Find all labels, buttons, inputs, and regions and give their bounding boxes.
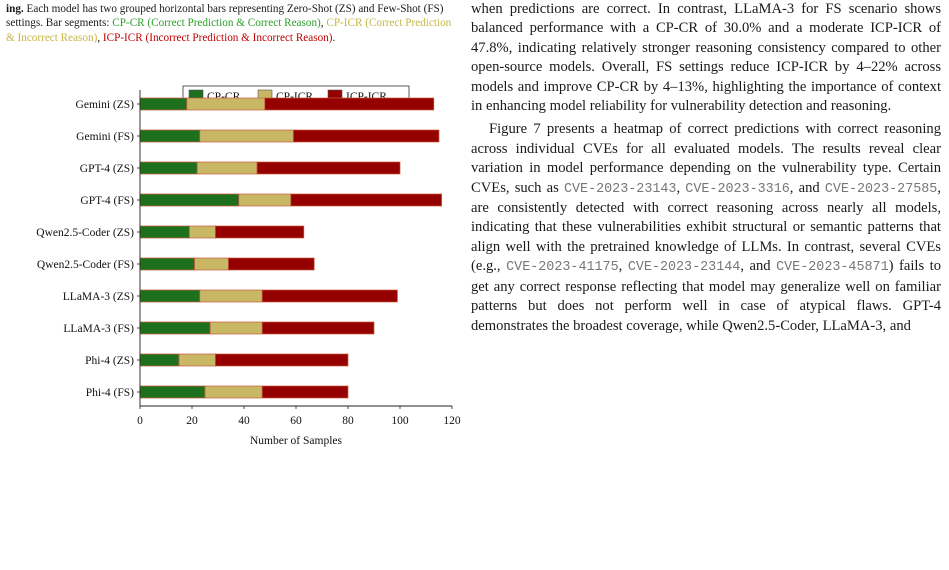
- category-label: Qwen2.5-Coder (ZS): [36, 227, 134, 239]
- figure-caption: ing. Each model has two grouped horizont…: [6, 2, 461, 45]
- bar-segment: [196, 161, 258, 175]
- caption-sep: ,: [97, 31, 103, 44]
- bar-segment: [199, 129, 294, 143]
- bar-segment: [139, 353, 180, 367]
- text-run: Figure 7 presents a heatmap of correct p…: [471, 121, 941, 196]
- text-run: , are consistently detected with correct…: [471, 179, 941, 275]
- category-label: Phi-4 (FS): [86, 387, 134, 399]
- bars-group: [139, 97, 442, 399]
- category-label: LLaMA-3 (FS): [63, 323, 134, 335]
- bar-segment: [139, 385, 206, 399]
- bar-segment: [139, 321, 211, 335]
- text-run: ,: [676, 179, 686, 196]
- caption-icpicr: ICP-ICR (Incorrect Prediction & Incorrec…: [102, 31, 333, 44]
- category-label: Gemini (FS): [76, 131, 134, 143]
- cve-id: CVE-2023-23144: [627, 260, 741, 276]
- bar-segment: [228, 257, 315, 271]
- paragraph-2: Figure 7 presents a heatmap of correct p…: [471, 120, 941, 335]
- category-label: GPT-4 (FS): [80, 195, 134, 207]
- x-tick-label: 20: [186, 415, 198, 427]
- bar-segment: [139, 97, 188, 111]
- bar-segment: [189, 225, 216, 239]
- category-label: LLaMA-3 (ZS): [63, 291, 134, 303]
- bar-segment: [261, 321, 375, 335]
- category-label: Qwen2.5-Coder (FS): [37, 259, 134, 271]
- bar-segment: [209, 321, 263, 335]
- bar-segment: [293, 129, 440, 143]
- bar-segment: [204, 385, 263, 399]
- bar-segment: [256, 161, 401, 175]
- bar-segment: [139, 289, 201, 303]
- bar-segment: [139, 129, 201, 143]
- x-tick-label: 60: [290, 415, 302, 427]
- bar-segment: [261, 385, 349, 399]
- bar-segment: [199, 289, 263, 303]
- bar-segment: [139, 225, 190, 239]
- cve-id: CVE-2023-45871: [776, 260, 889, 276]
- bar-segment: [139, 257, 195, 271]
- text-run: , and: [740, 258, 777, 275]
- bar-segment: [290, 193, 442, 207]
- category-label: Phi-4 (ZS): [85, 355, 134, 367]
- caption-text: Each model has two grouped horizontal ba…: [6, 3, 444, 30]
- text-run: ) fails to get any correct response refl…: [471, 258, 942, 334]
- caption-end: .: [332, 31, 336, 44]
- paragraph-1: when predictions are correct. In contras…: [471, 1, 941, 115]
- x-tick-label: 120: [443, 415, 461, 427]
- bar-segment: [139, 161, 198, 175]
- cve-id: CVE-2023-27585: [824, 181, 938, 197]
- category-label: Gemini (ZS): [76, 99, 135, 111]
- caption-lead: ing.: [6, 3, 24, 15]
- bar-segment: [264, 97, 435, 111]
- bar-segment: [215, 353, 349, 367]
- caption-cpcr: CP-CR (Correct Prediction & Correct Reas…: [112, 17, 321, 30]
- bar-segment: [194, 257, 229, 271]
- bar-segment: [261, 289, 398, 303]
- bar-segment: [238, 193, 292, 207]
- x-tick-label: 100: [391, 415, 409, 427]
- caption-cpicr: CP-ICR (Correct Prediction & Incorrect R…: [6, 17, 452, 44]
- text-run: ,: [618, 258, 628, 275]
- stacked-bar-chart: CP-CR CP-ICR ICP-ICR Gemini (ZS)Gemini (FS…: [36, 85, 461, 447]
- x-axis-title: Number of Samples: [250, 435, 343, 447]
- cve-id: CVE-2023-23143: [563, 181, 677, 197]
- bar-segment: [186, 97, 266, 111]
- x-tick-label: 0: [137, 415, 143, 427]
- text-run: , and: [789, 179, 825, 196]
- axes-group: Gemini (ZS) Gemini (FS) GPT-4 (ZS) GPT-4 (F…: [36, 90, 461, 447]
- bar-segment: [139, 193, 240, 207]
- caption-sep: ,: [320, 17, 327, 30]
- bar-segment: [215, 225, 305, 239]
- cve-id: CVE-2023-41175: [506, 260, 619, 276]
- bar-segment: [178, 353, 216, 367]
- x-tick-label: 40: [238, 415, 250, 427]
- x-tick-label: 80: [342, 415, 354, 427]
- cve-id: CVE-2023-3316: [685, 181, 790, 197]
- category-label: GPT-4 (ZS): [80, 163, 134, 175]
- body-text-column: when predictions are correct. In contras…: [471, 0, 941, 336]
